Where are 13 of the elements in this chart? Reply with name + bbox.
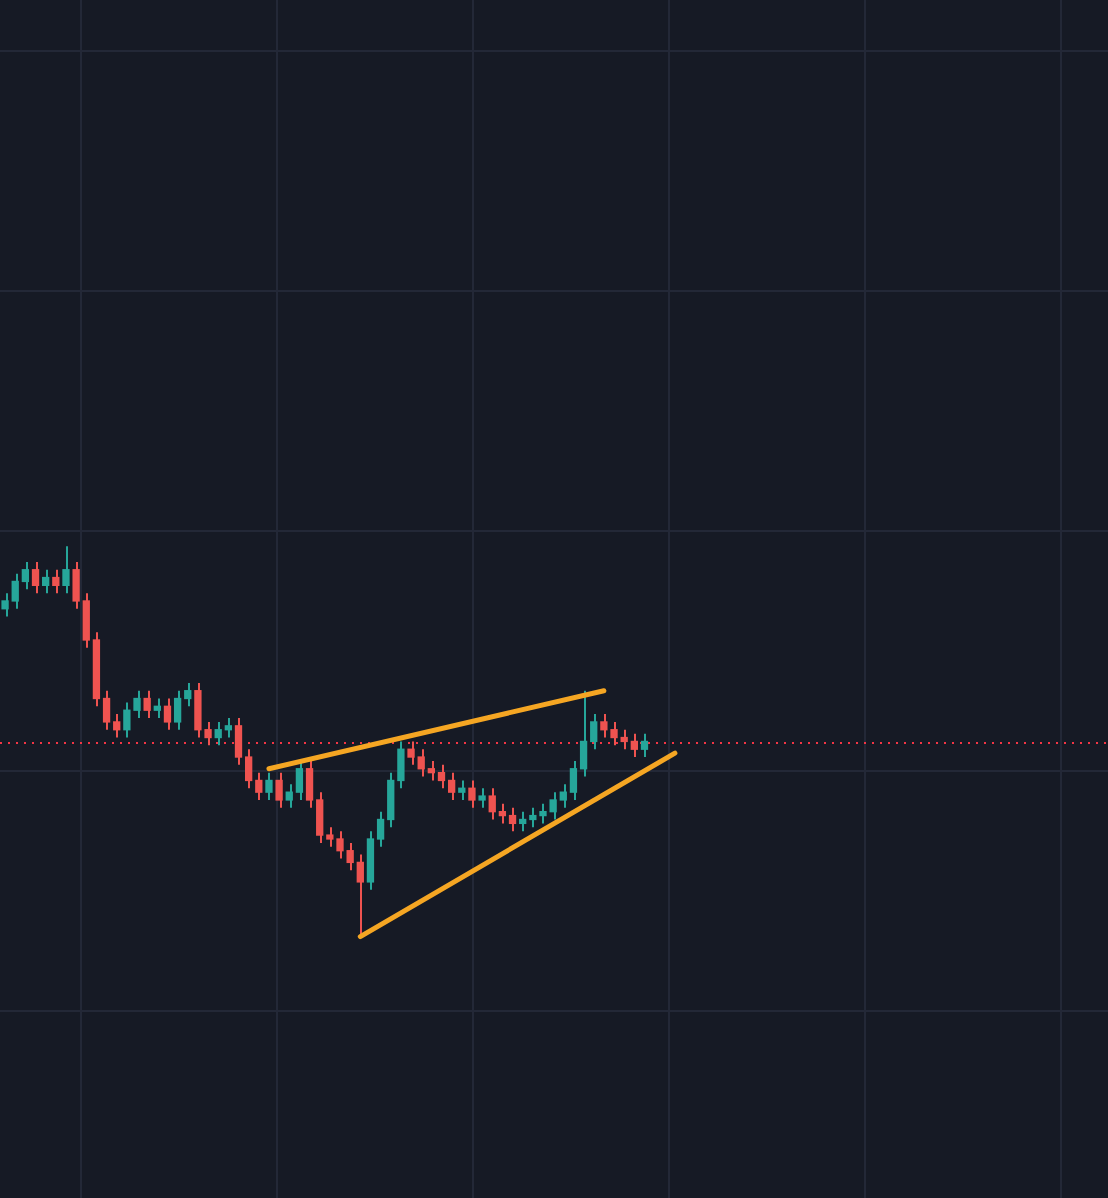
candlestick <box>640 732 649 759</box>
candlestick <box>42 568 50 595</box>
candlestick <box>31 560 40 595</box>
candlestick <box>52 568 60 595</box>
candlestick <box>265 771 273 801</box>
candlestick <box>458 779 466 801</box>
candlestick <box>163 697 172 731</box>
candlestick <box>153 697 161 720</box>
candlestick <box>468 779 476 809</box>
candlestick <box>143 689 151 720</box>
candlestick <box>275 771 283 809</box>
candlestick <box>62 545 70 595</box>
candlestick <box>478 787 486 809</box>
